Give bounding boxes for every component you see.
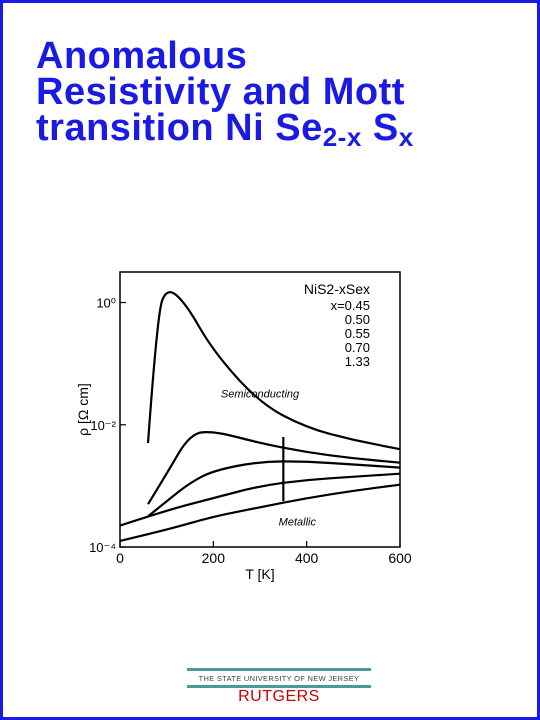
resistivity-curve	[146, 291, 401, 451]
y-axis-label: ρ [Ω cm]	[75, 383, 91, 436]
resistivity-chart: 0 200 400 600 10⁰ 10⁻² 10⁻⁴ T [K] ρ [Ω cm] Semico…	[75, 271, 412, 582]
legend-entry: 0.70	[345, 340, 370, 355]
legend-entry: 0.50	[345, 312, 370, 327]
x-tick-label: 200	[202, 550, 226, 566]
slide-title: Anomalous Resistivity and Mott transitio…	[36, 35, 414, 150]
x-tick-label: 0	[116, 550, 124, 566]
footer-university: THE STATE UNIVERSITY OF NEW JERSEY	[198, 674, 360, 683]
footer-rule-bottom	[187, 685, 371, 688]
resistivity-curve	[119, 472, 401, 527]
footer-rule-top	[187, 668, 371, 671]
x-axis-label: T [K]	[245, 566, 274, 582]
y-tick-label: 10⁰	[96, 296, 116, 311]
legend-entry: x=0.45	[331, 298, 370, 313]
plot-frame	[119, 271, 401, 548]
legend-title: NiS2-xSex	[304, 281, 370, 297]
title-formula-main: transition Ni Se	[36, 107, 323, 149]
x-tick-label: 400	[295, 550, 319, 566]
title-formula-sub1: 2-x	[322, 122, 362, 152]
title-formula-sub2: x	[398, 122, 414, 152]
title-formula-mid: S	[361, 107, 399, 149]
y-tick-label: 10⁻⁴	[89, 540, 116, 555]
y-tick-label: 10⁻²	[90, 418, 116, 433]
footer-rutgers-logo: RUTGERS	[238, 688, 320, 705]
title-line-2: Resistivity and Mott	[36, 71, 405, 113]
legend-entry: 0.55	[345, 326, 370, 341]
title-line-1: Anomalous	[36, 35, 248, 77]
x-tick-label: 600	[388, 550, 412, 566]
resistivity-curve	[147, 431, 401, 505]
rutgers-footer: THE STATE UNIVERSITY OF NEW JERSEY RUTGE…	[187, 668, 371, 706]
legend-entry: 1.33	[345, 354, 370, 369]
resistivity-curve	[147, 460, 401, 518]
title-line-3: transition Ni Se2-x Sx	[36, 107, 414, 150]
resistivity-curve	[119, 483, 401, 542]
annotation-metallic: Metallic	[279, 517, 317, 529]
annotation-semiconducting: Semiconducting	[221, 388, 300, 400]
resistivity-figure: 0 200 400 600 10⁰ 10⁻² 10⁻⁴ T [K] ρ [Ω cm] Semico…	[70, 262, 430, 587]
